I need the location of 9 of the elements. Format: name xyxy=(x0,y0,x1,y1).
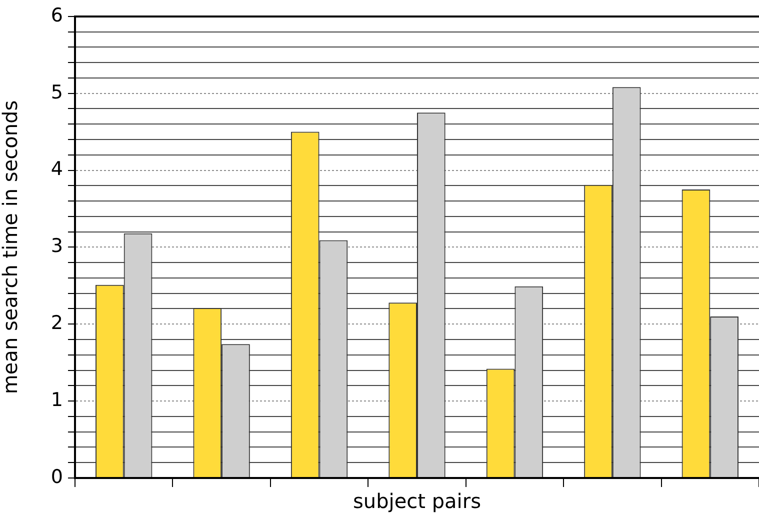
y-tick-label: 6 xyxy=(50,4,63,26)
y-tick-label: 0 xyxy=(50,466,63,488)
y-axis-title: mean search time in seconds xyxy=(0,100,22,394)
x-axis-title: subject pairs xyxy=(353,489,481,514)
y-tick-label: 3 xyxy=(50,235,63,258)
y-tick-label: 2 xyxy=(50,312,63,334)
y-tick-label: 5 xyxy=(50,81,63,104)
y-tick-label: 4 xyxy=(50,158,63,180)
y-tick-label: 1 xyxy=(50,389,63,412)
